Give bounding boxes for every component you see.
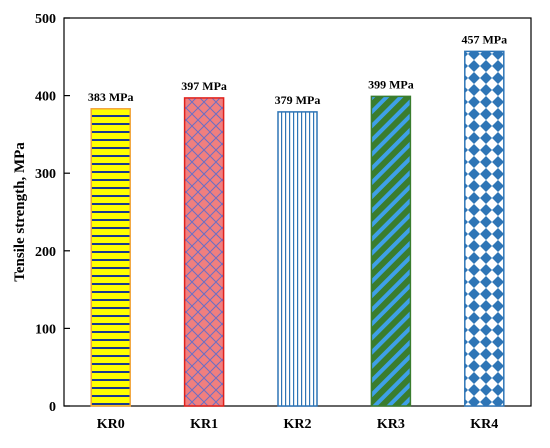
bar-kr1 [183, 97, 225, 407]
y-tick-label: 100 [35, 322, 56, 337]
bar-kr0 [90, 108, 131, 407]
y-tick-label: 500 [35, 12, 56, 27]
bar-kr2 [277, 111, 318, 407]
x-tick-label: KR2 [284, 417, 312, 432]
y-axis-title: Tensile strength, MPa [12, 142, 28, 282]
y-tick-label: 300 [35, 167, 56, 182]
x-axis-ticks: KR0 KR1 KR2 KR3 KR4 [97, 417, 499, 432]
x-tick-label: KR1 [190, 417, 218, 432]
x-tick-label: KR4 [470, 417, 498, 432]
data-label-kr1: 397 MPa [181, 79, 227, 93]
data-labels: 383 MPa 397 MPa 379 MPa 399 MPa 457 MPa [88, 32, 507, 107]
x-tick-label: KR3 [377, 417, 405, 432]
y-tick-label: 200 [35, 245, 56, 260]
x-tick-label: KR0 [97, 417, 125, 432]
data-label-kr0: 383 MPa [88, 90, 134, 104]
data-label-kr2: 379 MPa [275, 93, 321, 107]
y-axis-ticks: 0 100 200 300 400 500 [35, 12, 70, 415]
bars [90, 50, 505, 407]
y-tick-label: 0 [49, 400, 56, 415]
data-label-kr4: 457 MPa [461, 32, 507, 46]
bar-kr4 [464, 50, 505, 407]
y-tick-label: 400 [35, 90, 56, 105]
bar-kr3 [370, 95, 412, 407]
data-label-kr3: 399 MPa [368, 77, 414, 91]
